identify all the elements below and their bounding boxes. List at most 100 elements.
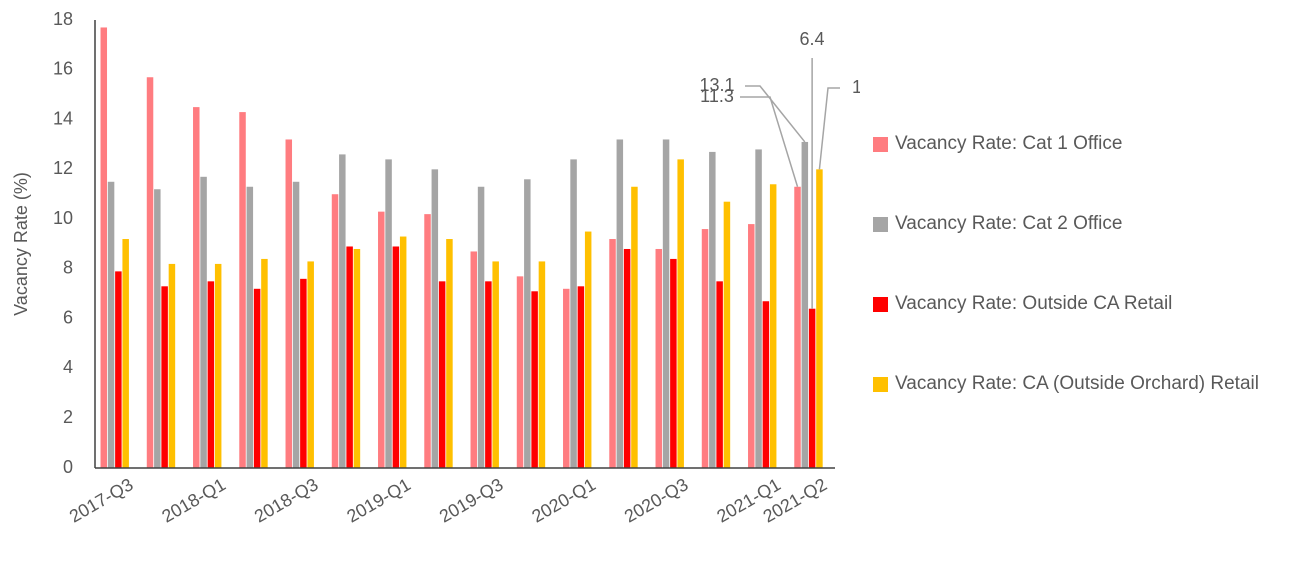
bar bbox=[424, 214, 431, 468]
bar bbox=[670, 258, 677, 468]
legend-label: Vacancy Rate: Cat 1 Office bbox=[895, 133, 1123, 154]
bar bbox=[709, 151, 716, 468]
legend: Vacancy Rate: Cat 1 Office Vacancy Rate: … bbox=[873, 130, 1283, 450]
bar bbox=[292, 181, 300, 468]
y-tick-label: 2 bbox=[63, 407, 73, 427]
bar bbox=[246, 186, 254, 468]
y-tick-label: 4 bbox=[63, 357, 73, 377]
bar bbox=[662, 139, 670, 468]
bar bbox=[655, 248, 663, 468]
bar bbox=[538, 261, 546, 468]
legend-item: Vacancy Rate: CA (Outside Orchard) Retai… bbox=[873, 370, 1283, 450]
legend-label: Vacancy Rate: Outside CA Retail bbox=[895, 293, 1173, 314]
bar bbox=[816, 169, 823, 469]
bar bbox=[584, 231, 592, 468]
bar bbox=[239, 112, 246, 468]
bar bbox=[353, 248, 361, 468]
bar bbox=[122, 239, 129, 468]
bar bbox=[261, 258, 268, 468]
bar bbox=[339, 154, 346, 468]
y-tick-label: 0 bbox=[63, 457, 73, 477]
bar bbox=[801, 141, 809, 468]
y-tick-label: 6 bbox=[63, 307, 73, 327]
bar bbox=[214, 263, 222, 468]
bar bbox=[616, 139, 624, 468]
legend-swatch bbox=[873, 297, 888, 312]
bar bbox=[438, 281, 446, 468]
bar bbox=[399, 236, 407, 468]
bar bbox=[161, 286, 168, 468]
y-axis-label: Vacancy Rate (%) bbox=[11, 172, 31, 316]
bar bbox=[485, 281, 492, 468]
data-label: 13.1 bbox=[699, 75, 734, 95]
bar bbox=[300, 278, 307, 468]
bar bbox=[748, 224, 755, 468]
bar bbox=[385, 159, 392, 468]
y-tick-label: 10 bbox=[53, 208, 73, 228]
bar bbox=[755, 149, 762, 468]
legend-swatch bbox=[873, 137, 888, 152]
bar bbox=[446, 239, 453, 468]
x-tick-label: 2017-Q3 bbox=[66, 474, 137, 526]
legend-swatch bbox=[873, 217, 888, 232]
leader-line bbox=[818, 87, 840, 170]
bar bbox=[107, 181, 115, 468]
bar bbox=[100, 27, 108, 468]
x-tick-label: 2018-Q3 bbox=[251, 474, 322, 526]
bar bbox=[492, 261, 499, 468]
bar bbox=[193, 107, 200, 468]
leader-line bbox=[745, 85, 806, 143]
bar bbox=[168, 263, 176, 468]
y-tick-label: 14 bbox=[53, 108, 73, 128]
bar bbox=[716, 281, 723, 468]
bar bbox=[516, 276, 524, 468]
chart: Vacancy Rate (%) 0 2 4 6 8 10 12 14 16 18 2017-Q3 2… bbox=[11, 9, 872, 527]
bar bbox=[331, 194, 339, 468]
bar bbox=[146, 77, 154, 468]
legend-item: Vacancy Rate: Cat 1 Office bbox=[873, 130, 1283, 210]
data-label: 12 bbox=[852, 77, 860, 97]
data-label: 11.3 bbox=[700, 86, 734, 106]
y-tick-label: 16 bbox=[53, 59, 73, 79]
bar bbox=[378, 211, 385, 468]
x-tick-label: 2018-Q1 bbox=[158, 474, 229, 526]
bar bbox=[570, 159, 577, 468]
bar bbox=[285, 139, 293, 468]
bar bbox=[200, 176, 207, 469]
legend-label: Vacancy Rate: CA (Outside Orchard) Retai… bbox=[895, 373, 1259, 394]
bar bbox=[677, 159, 684, 468]
bar bbox=[794, 186, 801, 468]
data-label: 6.4 bbox=[799, 29, 824, 49]
bar bbox=[769, 184, 777, 468]
bar bbox=[623, 248, 631, 468]
bar bbox=[431, 169, 439, 469]
y-tick-label: 12 bbox=[53, 158, 73, 178]
bar bbox=[392, 246, 400, 468]
legend-label: Vacancy Rate: Cat 2 Office bbox=[895, 213, 1123, 234]
bar bbox=[253, 288, 261, 468]
x-tick-label: 2019-Q1 bbox=[343, 474, 414, 526]
x-tick-label: 2020-Q3 bbox=[621, 474, 692, 526]
bar bbox=[154, 189, 161, 468]
legend-swatch bbox=[873, 377, 888, 392]
bar bbox=[631, 186, 638, 468]
bar bbox=[762, 301, 770, 468]
bar bbox=[723, 201, 731, 468]
bar bbox=[609, 239, 616, 468]
bar bbox=[470, 251, 478, 468]
bar bbox=[207, 281, 215, 468]
bar bbox=[524, 179, 531, 469]
bar bbox=[346, 246, 353, 468]
bar bbox=[531, 291, 538, 468]
bar bbox=[563, 288, 570, 468]
legend-item: Vacancy Rate: Cat 2 Office bbox=[873, 210, 1283, 290]
bar bbox=[577, 286, 585, 468]
bar bbox=[808, 308, 816, 468]
bar bbox=[701, 229, 709, 468]
leader-line bbox=[740, 96, 799, 187]
y-tick-label: 8 bbox=[63, 258, 73, 278]
bar bbox=[477, 186, 485, 468]
x-tick-label: 2020-Q1 bbox=[528, 474, 599, 526]
legend-item: Vacancy Rate: Outside CA Retail bbox=[873, 290, 1283, 370]
